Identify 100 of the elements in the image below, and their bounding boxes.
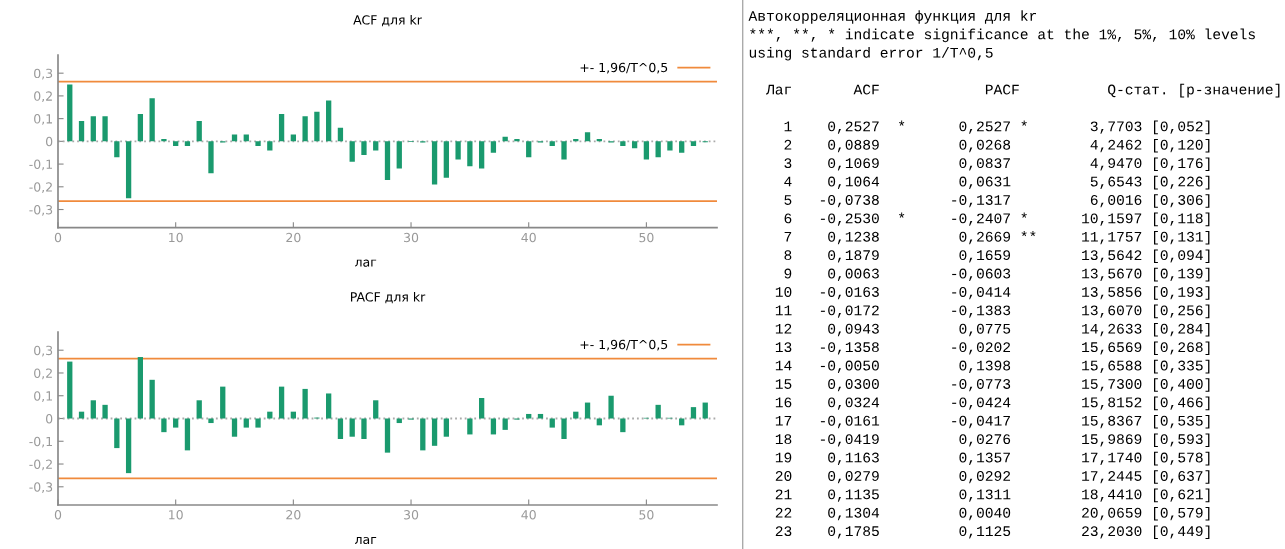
bar <box>679 141 685 153</box>
x-tick-label: 10 <box>169 510 183 520</box>
x-tick-label: 0 <box>54 232 62 243</box>
bar <box>125 141 132 199</box>
bar <box>67 84 73 142</box>
bar <box>78 411 85 419</box>
bar <box>420 418 426 451</box>
text: 18 -0,0419 0,0276 15,9869 [0,593] <box>775 433 1210 447</box>
bar <box>173 141 179 146</box>
bar <box>361 141 367 155</box>
y-tick-label: -0,3 <box>29 482 53 493</box>
bar <box>173 418 179 428</box>
x-tick-label: 30 <box>404 510 419 520</box>
bar <box>78 120 85 142</box>
text: 23 0,1785 0,1125 23,2030 [0,449] <box>775 525 1210 539</box>
bar <box>396 141 402 169</box>
bar <box>161 139 167 142</box>
y-tick-label: 0,2 <box>34 91 52 103</box>
bar <box>502 418 508 430</box>
bar <box>102 404 108 419</box>
bar <box>620 418 626 433</box>
y-tick-label: 0 <box>46 136 53 147</box>
text: 22 0,1304 0,0040 20,0659 [0,579] <box>775 507 1210 521</box>
bar <box>584 402 591 419</box>
bar <box>479 398 485 419</box>
bar <box>161 418 167 433</box>
x-tick-label: 40 <box>521 232 536 243</box>
bar <box>479 141 485 169</box>
bar <box>526 141 532 158</box>
bar <box>302 388 308 419</box>
text: 20 0,0279 0,0292 17,2445 [0,637] <box>775 470 1210 484</box>
text: 16 0,0324 -0,0424 15,8152 [0,466] <box>775 396 1210 411</box>
text: 14 -0,0050 0,1398 15,6588 [0,335] <box>775 359 1210 374</box>
text: 10 -0,0163 -0,0414 13,5856 [0,193] <box>775 286 1210 300</box>
bar <box>114 418 120 449</box>
bar <box>114 141 120 158</box>
chart-title: ACF для kr <box>353 14 422 27</box>
bar <box>373 400 379 419</box>
text: 4 0,1064 0,0631 5,6543 [0,226] <box>784 175 1210 190</box>
bar <box>349 141 355 162</box>
bar <box>255 141 261 146</box>
bar <box>302 116 308 142</box>
bar <box>137 357 144 419</box>
bar <box>208 141 214 174</box>
bar <box>373 141 379 151</box>
bar <box>443 141 449 178</box>
text: 1 0,2527 * 0,2527 * 3,7703 [0,052] <box>784 120 1210 135</box>
bar <box>643 141 650 160</box>
bar <box>490 141 497 153</box>
bar <box>608 395 614 419</box>
bar <box>184 418 191 451</box>
bar <box>455 141 461 160</box>
bar <box>90 116 96 142</box>
text: 15 0,0300 -0,0773 15,7300 [0,400] <box>775 378 1210 392</box>
legend-label: +- 1,96/T^0,5 <box>580 339 668 351</box>
bar <box>573 411 579 419</box>
bar <box>431 141 438 185</box>
y-tick-label: -0,3 <box>29 204 53 216</box>
bar <box>267 411 273 419</box>
bar <box>384 418 391 453</box>
text: 13 -0,1358 -0,0202 15,6569 [0,268] <box>775 341 1210 355</box>
bar <box>549 418 555 428</box>
bar <box>584 132 591 142</box>
y-tick-label: -0,2 <box>29 182 52 193</box>
text: 21 0,1135 0,1311 18,4410 [0,621] <box>775 488 1210 503</box>
x-tick-label: 20 <box>286 510 301 520</box>
text: 19 0,1163 0,1357 17,1740 [0,578] <box>775 451 1210 466</box>
text: 6 -0,2530 * -0,2407 * 10,1597 [0,118] <box>784 212 1210 227</box>
text: ***, **, * indicate significance at the 1%, 5%, 10% levels <box>750 28 1255 43</box>
text: 11 -0,0172 -0,1383 13,6070 [0,256] <box>775 304 1210 319</box>
x-tick-label: 50 <box>639 510 654 520</box>
text: 8 0,1879 0,1659 13,5642 [0,094] <box>784 249 1210 263</box>
x-tick-label: 0 <box>54 510 62 520</box>
bar <box>149 379 155 419</box>
text: 3 0,1069 0,0837 4,9470 [0,176] <box>784 157 1210 171</box>
bar <box>267 141 273 151</box>
text: using standard error 1/T^0,5 <box>749 47 993 61</box>
y-tick-label: -0,1 <box>29 159 52 171</box>
text: 9 0,0063 -0,0603 13,5670 [0,139] <box>784 267 1210 282</box>
bar <box>231 418 238 437</box>
x-tick-label: 30 <box>404 232 419 243</box>
x-axis-title: лаг <box>355 259 377 267</box>
bar <box>655 404 661 419</box>
text: 5 -0,0738 -0,1317 6,0016 [0,306] <box>784 194 1210 208</box>
bar <box>67 361 73 419</box>
bar <box>125 418 132 474</box>
bar <box>220 386 226 419</box>
bar <box>314 111 320 142</box>
text: 17 -0,0161 -0,0417 15,8367 [0,535] <box>775 415 1210 429</box>
bar <box>384 141 391 180</box>
bar <box>196 400 202 419</box>
bar <box>137 114 144 142</box>
bar <box>561 418 567 439</box>
bar <box>349 418 355 437</box>
y-tick-label: -0,2 <box>29 459 52 471</box>
y-tick-label: 0,3 <box>34 345 53 357</box>
bar <box>549 141 555 146</box>
x-tick-label: 10 <box>169 232 183 243</box>
bar <box>326 100 332 142</box>
bar <box>467 141 473 167</box>
